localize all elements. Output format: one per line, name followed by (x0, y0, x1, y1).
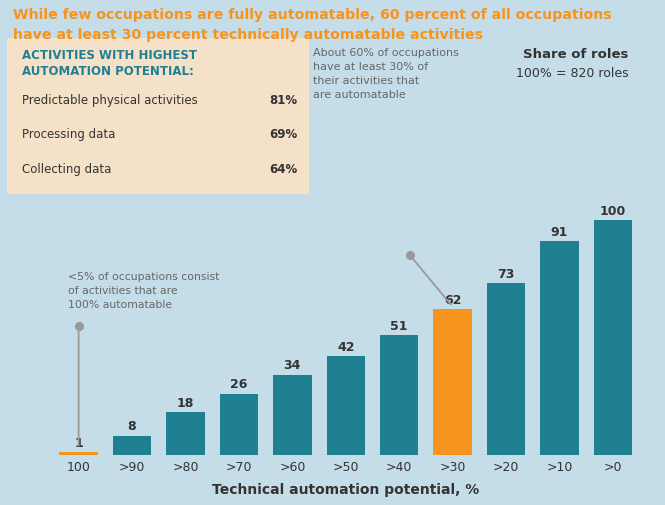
Bar (380, 335, 418, 454)
Text: 64%: 64% (269, 163, 297, 176)
Bar (434, 309, 472, 454)
X-axis label: Technical automation potential, %: Technical automation potential, % (212, 483, 479, 497)
Bar (59, 452, 98, 454)
Text: About 60% of occupations
have at least 30% of
their activities that
are automata: About 60% of occupations have at least 3… (313, 48, 458, 100)
Bar (540, 241, 579, 454)
Bar (487, 283, 525, 454)
Text: 100: 100 (600, 205, 626, 218)
Bar (113, 436, 152, 454)
Text: 34: 34 (284, 360, 301, 373)
Bar (166, 412, 205, 454)
Text: 69%: 69% (269, 128, 297, 141)
Text: 51: 51 (390, 320, 408, 333)
Bar (594, 220, 632, 454)
Text: have at least 30 percent technically automatable activities: have at least 30 percent technically aut… (13, 28, 483, 42)
Bar (327, 356, 365, 454)
Text: 62: 62 (444, 294, 462, 307)
Text: 81%: 81% (269, 94, 297, 107)
Text: 91: 91 (551, 226, 568, 239)
Text: 73: 73 (497, 268, 515, 281)
Bar (273, 375, 312, 454)
Bar (219, 393, 258, 455)
Text: 26: 26 (230, 378, 247, 391)
Text: 42: 42 (337, 341, 354, 353)
Text: ACTIVITIES WITH HIGHEST
AUTOMATION POTENTIAL:: ACTIVITIES WITH HIGHEST AUTOMATION POTEN… (22, 49, 197, 78)
Text: Share of roles: Share of roles (523, 48, 628, 61)
Text: 8: 8 (128, 420, 136, 433)
Text: <5% of occupations consist
of activities that are
100% automatable: <5% of occupations consist of activities… (68, 272, 219, 310)
Text: 100% = 820 roles: 100% = 820 roles (516, 67, 628, 80)
Text: 18: 18 (177, 397, 194, 410)
Text: 1: 1 (74, 437, 83, 450)
Text: Processing data: Processing data (22, 128, 115, 141)
Text: Collecting data: Collecting data (22, 163, 111, 176)
Text: While few occupations are fully automatable, 60 percent of all occupations: While few occupations are fully automata… (13, 8, 612, 22)
Text: Predictable physical activities: Predictable physical activities (22, 94, 198, 107)
